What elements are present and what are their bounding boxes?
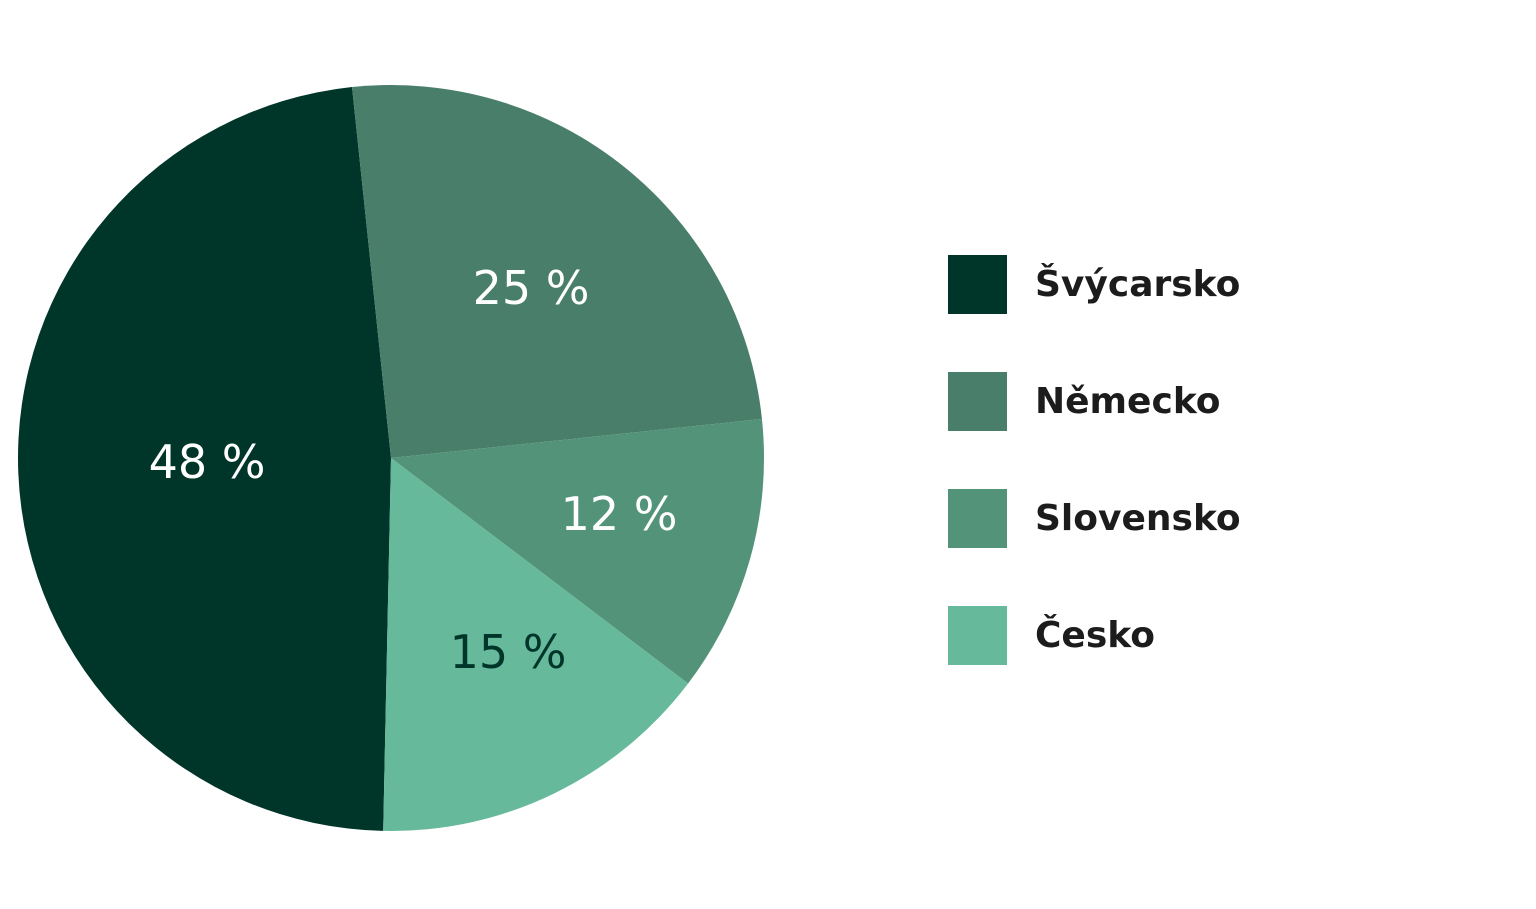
legend-label: Německo: [1035, 380, 1221, 422]
legend-label: Česko: [1035, 614, 1155, 656]
slice-value-label: 15 %: [450, 625, 567, 679]
legend-label: Švýcarsko: [1035, 263, 1241, 305]
slice-svycarsko: [17, 87, 392, 831]
legend-swatch: [948, 605, 1007, 665]
legend-item-svycarsko: Švýcarsko: [948, 254, 1241, 314]
legend-item-nemecko: Německo: [948, 371, 1241, 431]
legend-swatch: [948, 371, 1007, 431]
legend-label: Slovensko: [1035, 497, 1241, 539]
pie-labels: 48 % 25 % 12 % 15 %: [149, 261, 678, 679]
slice-nemecko: [352, 84, 762, 458]
legend-item-cesko: Česko: [948, 605, 1241, 665]
legend-swatch: [948, 254, 1007, 314]
legend: Švýcarsko Německo Slovensko Česko: [948, 254, 1241, 722]
slice-cesko: [383, 458, 689, 832]
slice-value-label: 12 %: [561, 487, 678, 541]
pie-slices: [17, 84, 764, 832]
slice-value-label: 25 %: [473, 261, 590, 315]
slice-value-label: 48 %: [149, 435, 266, 489]
legend-item-slovensko: Slovensko: [948, 488, 1241, 548]
legend-swatch: [948, 488, 1007, 548]
slice-slovensko: [391, 419, 764, 684]
